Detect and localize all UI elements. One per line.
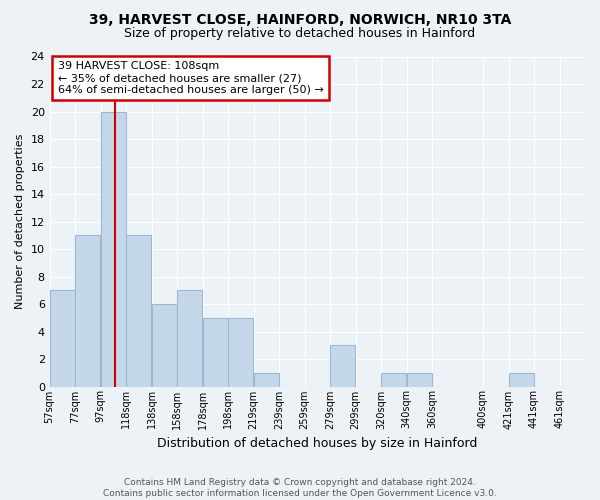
Bar: [50, 290, 75, 386]
Bar: [382, 373, 406, 386]
Bar: [76, 236, 100, 386]
Text: 39 HARVEST CLOSE: 108sqm
← 35% of detached houses are smaller (27)
64% of semi-d: 39 HARVEST CLOSE: 108sqm ← 35% of detach…: [58, 62, 323, 94]
Bar: [203, 318, 228, 386]
Bar: [331, 346, 355, 387]
Bar: [407, 373, 432, 386]
X-axis label: Distribution of detached houses by size in Hainford: Distribution of detached houses by size …: [157, 437, 478, 450]
Bar: [254, 373, 279, 386]
Bar: [229, 318, 253, 386]
Bar: [509, 373, 533, 386]
Bar: [127, 236, 151, 386]
Bar: [178, 290, 202, 386]
Text: Contains HM Land Registry data © Crown copyright and database right 2024.
Contai: Contains HM Land Registry data © Crown c…: [103, 478, 497, 498]
Text: Size of property relative to detached houses in Hainford: Size of property relative to detached ho…: [124, 28, 476, 40]
Bar: [152, 304, 177, 386]
Text: 39, HARVEST CLOSE, HAINFORD, NORWICH, NR10 3TA: 39, HARVEST CLOSE, HAINFORD, NORWICH, NR…: [89, 12, 511, 26]
Y-axis label: Number of detached properties: Number of detached properties: [15, 134, 25, 309]
Bar: [101, 112, 126, 386]
